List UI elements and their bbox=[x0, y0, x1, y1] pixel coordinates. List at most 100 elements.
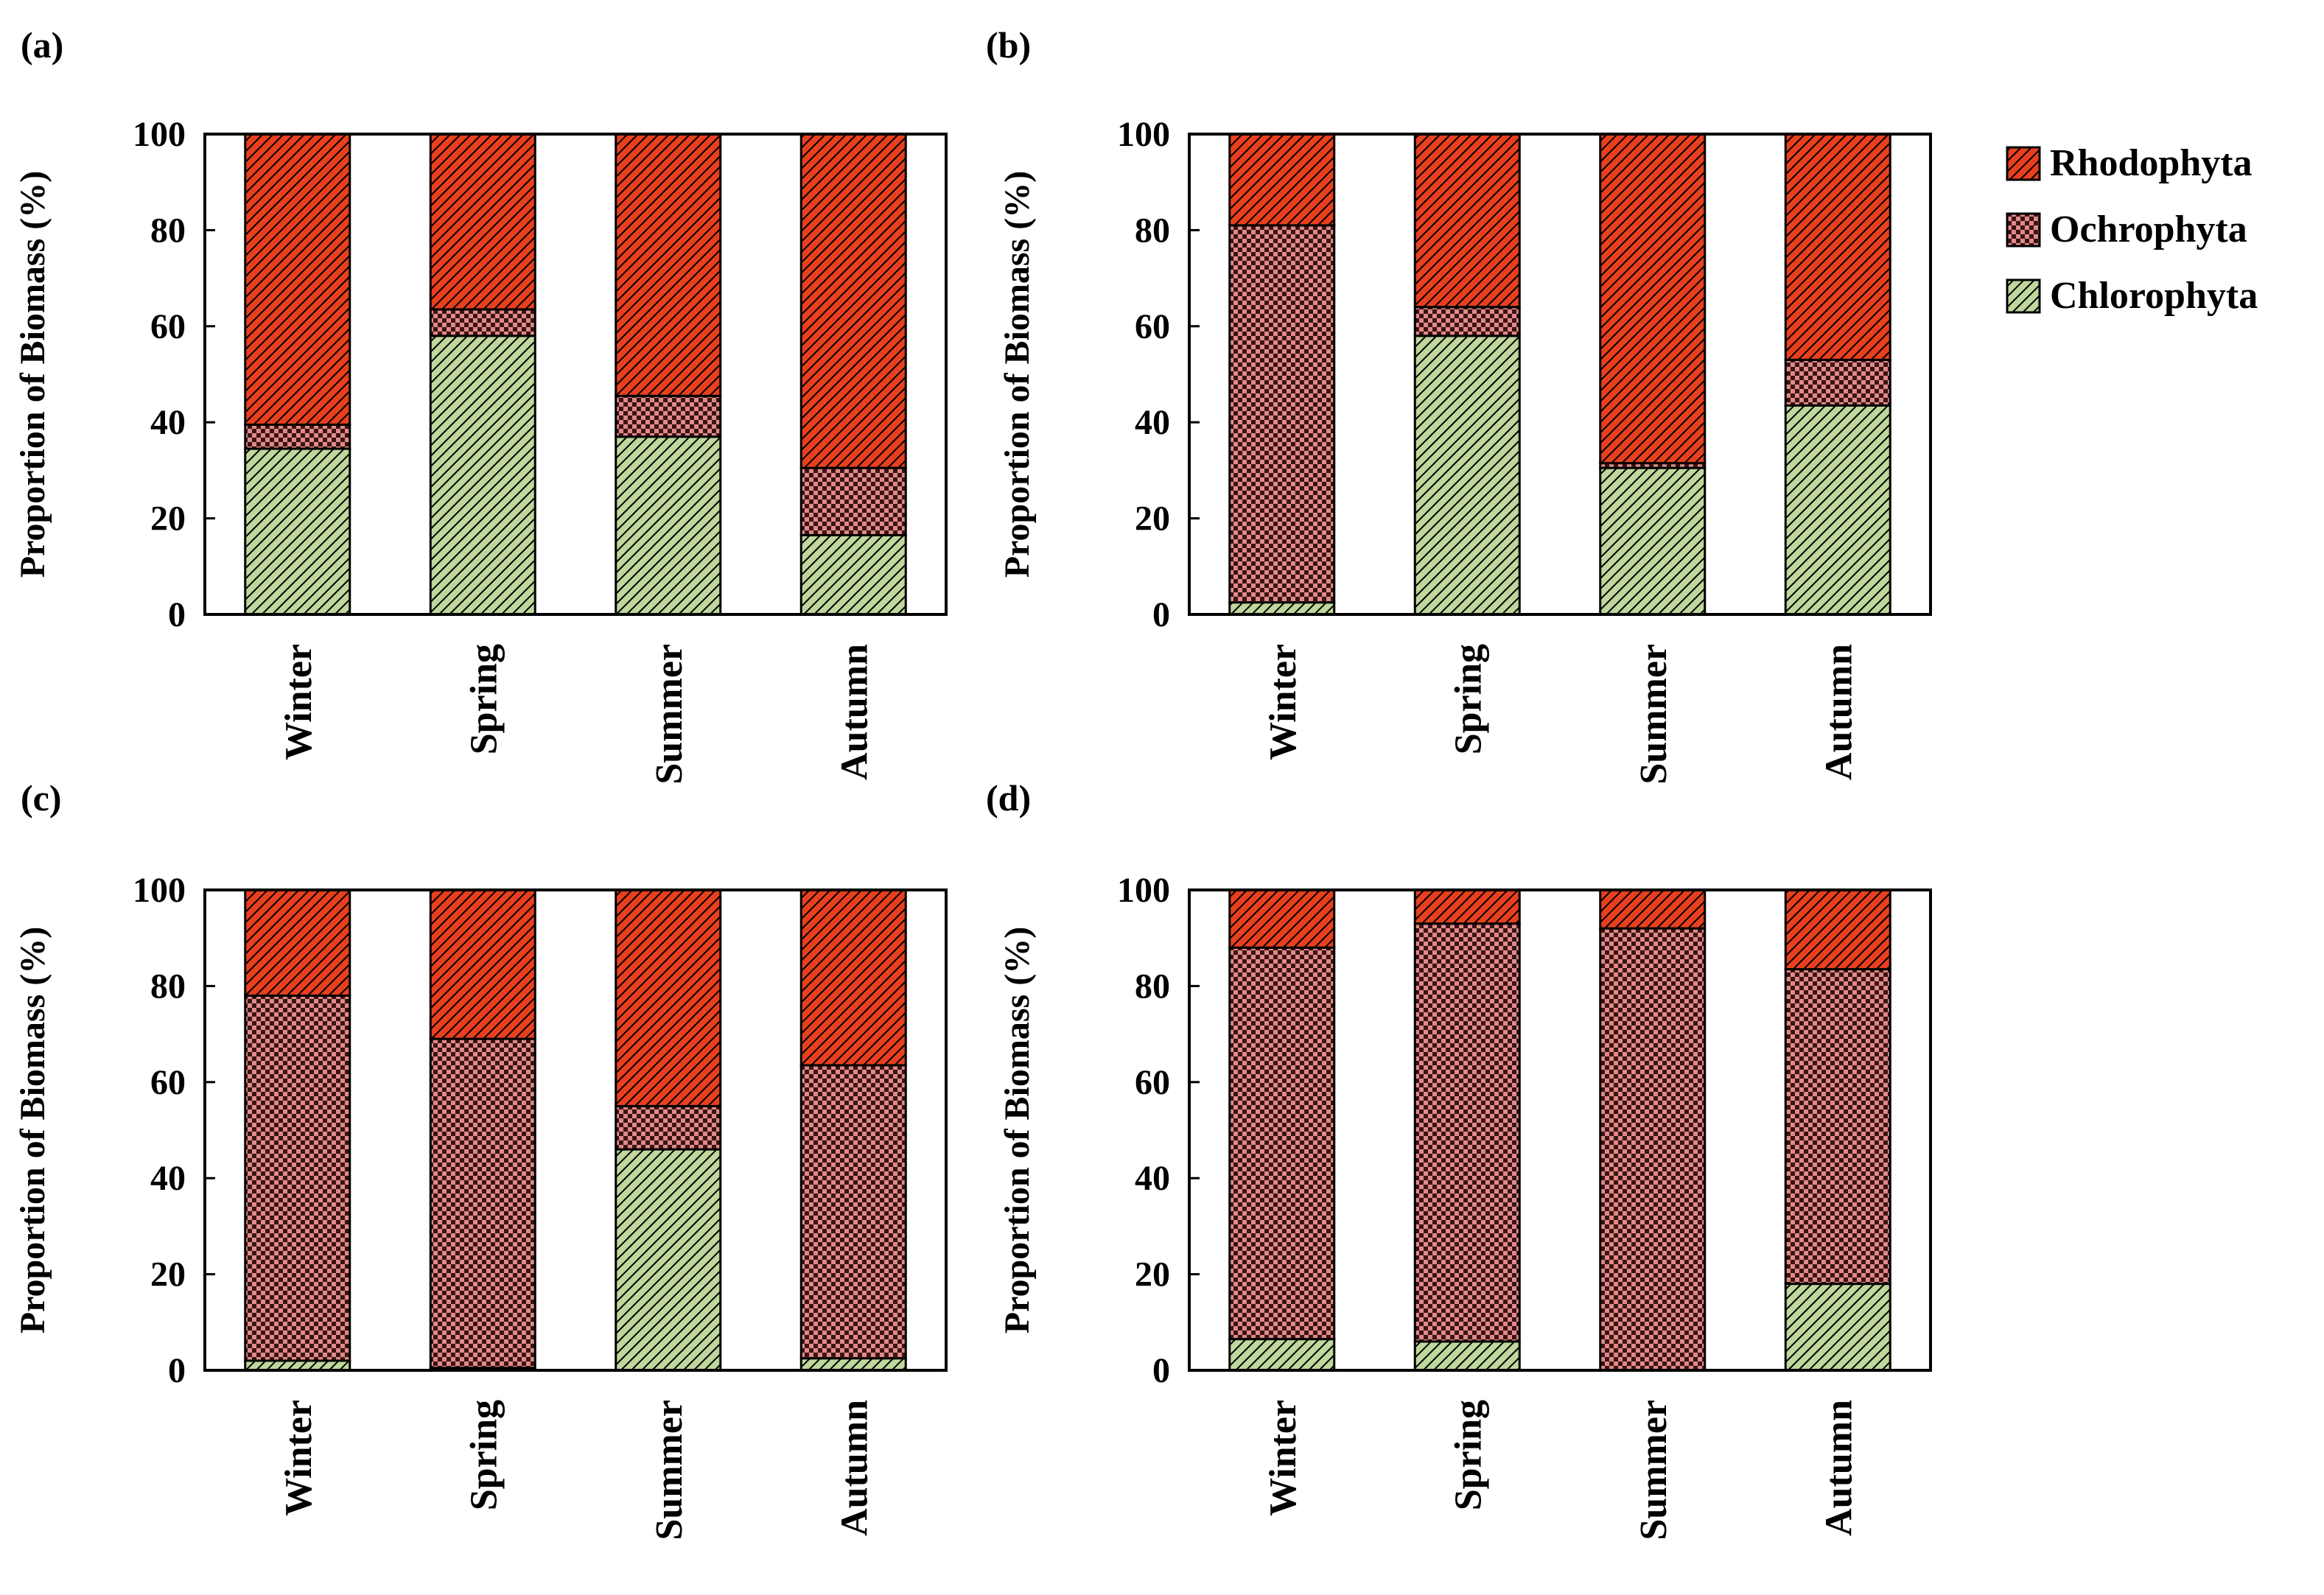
bar-rhodophyta-autumn bbox=[1784, 888, 1891, 971]
bar-chlorophyta-autumn bbox=[1784, 1283, 1891, 1372]
plot-frame bbox=[203, 133, 948, 616]
category-label: Winter bbox=[278, 644, 320, 760]
bar-rhodophyta-spring bbox=[429, 888, 536, 1040]
bar-chlorophyta-winter bbox=[1228, 601, 1336, 616]
bar-rhodophyta-spring bbox=[429, 133, 536, 311]
bar-ochrophyta-winter bbox=[244, 423, 351, 450]
y-tick-label: 80 bbox=[150, 967, 186, 1006]
y-tick-label: 40 bbox=[1135, 1159, 1170, 1198]
bar-chlorophyta-spring bbox=[1413, 334, 1521, 616]
bar-rhodophyta-summer bbox=[615, 133, 722, 397]
bar-ochrophyta-autumn bbox=[799, 466, 907, 536]
panel-b: (b) 0 20 40 60 80 100 Proportion of Biomass (%)… bbox=[986, 24, 1932, 785]
y-tick-label: 100 bbox=[133, 871, 186, 910]
y-axis-label: Proportion of Biomass (%) bbox=[13, 171, 52, 578]
bar-rhodophyta-winter bbox=[244, 888, 351, 997]
y-tick-label: 40 bbox=[1135, 403, 1170, 442]
bar-rhodophyta-winter bbox=[1228, 888, 1336, 949]
panel-d: (d) 0 20 40 60 80 100 Proportion of Biomass (%)… bbox=[986, 777, 1932, 1540]
y-tick-label: 100 bbox=[1117, 871, 1170, 910]
y-tick-label: 0 bbox=[168, 1351, 186, 1390]
bar-chlorophyta-winter bbox=[1228, 1338, 1336, 1372]
bar-chlorophyta-spring bbox=[1413, 1340, 1521, 1372]
bar-chlorophyta-summer bbox=[615, 435, 722, 616]
y-tick-label: 0 bbox=[168, 595, 186, 634]
bar-rhodophyta-spring bbox=[1413, 133, 1521, 309]
bar-ochrophyta-autumn bbox=[799, 1064, 907, 1360]
legend-label-ochrophyta: Ochrophyta bbox=[2050, 208, 2247, 250]
bar-rhodophyta-winter bbox=[244, 133, 351, 426]
bar-rhodophyta-winter bbox=[1228, 133, 1336, 227]
bar-rhodophyta-summer bbox=[615, 888, 722, 1107]
category-label: Winter bbox=[1262, 644, 1304, 760]
bar-ochrophyta-winter bbox=[1228, 224, 1336, 604]
category-label: Summer bbox=[1633, 1400, 1675, 1540]
y-tick-label: 80 bbox=[150, 211, 186, 250]
bar-ochrophyta-winter bbox=[1228, 946, 1336, 1341]
bar-rhodophyta-autumn bbox=[1784, 133, 1891, 361]
bar-ochrophyta-spring bbox=[429, 308, 536, 337]
category-label: Autumn bbox=[833, 644, 875, 780]
bar-chlorophyta-summer bbox=[1599, 466, 1707, 616]
bar-ochrophyta-autumn bbox=[1784, 968, 1891, 1286]
y-tick-label: 40 bbox=[150, 1159, 186, 1198]
y-tick-label: 20 bbox=[150, 499, 186, 539]
bar-chlorophyta-autumn bbox=[1784, 404, 1891, 616]
y-tick-label: 0 bbox=[1152, 1351, 1170, 1390]
category-label: Winter bbox=[1262, 1400, 1304, 1516]
category-label: Winter bbox=[278, 1400, 320, 1516]
bar-ochrophyta-summer bbox=[1599, 927, 1707, 1372]
y-tick-label: 100 bbox=[1117, 115, 1170, 154]
y-tick-label: 20 bbox=[1135, 499, 1170, 539]
bar-chlorophyta-autumn bbox=[799, 1357, 907, 1372]
category-label: Summer bbox=[1633, 644, 1675, 785]
y-tick-label: 60 bbox=[1135, 307, 1170, 346]
bar-rhodophyta-spring bbox=[1413, 888, 1521, 925]
bar-ochrophyta-winter bbox=[244, 994, 351, 1362]
panel-letter: (c) bbox=[21, 777, 62, 818]
panel-a: (a) 0 20 40 60 80 100 Proportion of Biomass (%)… bbox=[13, 24, 948, 785]
bar-ochrophyta-summer bbox=[615, 394, 722, 438]
y-tick-label: 60 bbox=[1135, 1063, 1170, 1102]
panel-letter: (d) bbox=[986, 777, 1031, 818]
category-label: Summer bbox=[648, 1400, 690, 1540]
legend-label-rhodophyta: Rhodophyta bbox=[2050, 142, 2253, 184]
bar-ochrophyta-summer bbox=[615, 1104, 722, 1151]
y-tick-label: 60 bbox=[150, 307, 186, 346]
bar-chlorophyta-autumn bbox=[799, 533, 907, 616]
bar-ochrophyta-spring bbox=[1413, 306, 1521, 337]
y-tick-label: 20 bbox=[1135, 1255, 1170, 1294]
panel-letter: (a) bbox=[21, 24, 63, 66]
plot-frame bbox=[203, 888, 948, 1372]
bar-rhodophyta-autumn bbox=[799, 888, 907, 1067]
category-label: Spring bbox=[1447, 1400, 1489, 1510]
bar-ochrophyta-autumn bbox=[1784, 358, 1891, 407]
category-label: Spring bbox=[1447, 644, 1489, 754]
y-tick-label: 40 bbox=[150, 403, 186, 442]
category-label: Autumn bbox=[833, 1400, 875, 1536]
y-axis-label: Proportion of Biomass (%) bbox=[998, 171, 1037, 578]
category-label: Autumn bbox=[1818, 1400, 1860, 1536]
bar-ochrophyta-spring bbox=[429, 1037, 536, 1370]
bar-rhodophyta-summer bbox=[1599, 133, 1707, 465]
bar-ochrophyta-spring bbox=[1413, 922, 1521, 1343]
y-axis-label: Proportion of Biomass (%) bbox=[13, 927, 52, 1333]
plot-frame bbox=[1188, 133, 1932, 616]
legend-swatch-ochrophyta bbox=[2006, 212, 2041, 248]
bar-chlorophyta-spring bbox=[429, 334, 536, 616]
y-tick-label: 80 bbox=[1135, 211, 1170, 250]
bar-rhodophyta-summer bbox=[1599, 888, 1707, 930]
y-axis-label: Proportion of Biomass (%) bbox=[998, 927, 1037, 1333]
legend-swatch-chlorophyta bbox=[2006, 278, 2041, 314]
bar-chlorophyta-winter bbox=[244, 447, 351, 616]
y-tick-label: 80 bbox=[1135, 967, 1170, 1006]
category-label: Spring bbox=[463, 1400, 505, 1510]
category-label: Summer bbox=[648, 644, 690, 785]
panel-c: (c) 0 20 40 60 80 100 Proportion of Biomass (%)… bbox=[13, 777, 948, 1540]
category-label: Spring bbox=[463, 644, 505, 754]
bar-rhodophyta-autumn bbox=[799, 133, 907, 469]
legend: Rhodophyta Ochrophyta Chlorophyta bbox=[2006, 142, 2258, 317]
panel-letter: (b) bbox=[986, 24, 1031, 66]
